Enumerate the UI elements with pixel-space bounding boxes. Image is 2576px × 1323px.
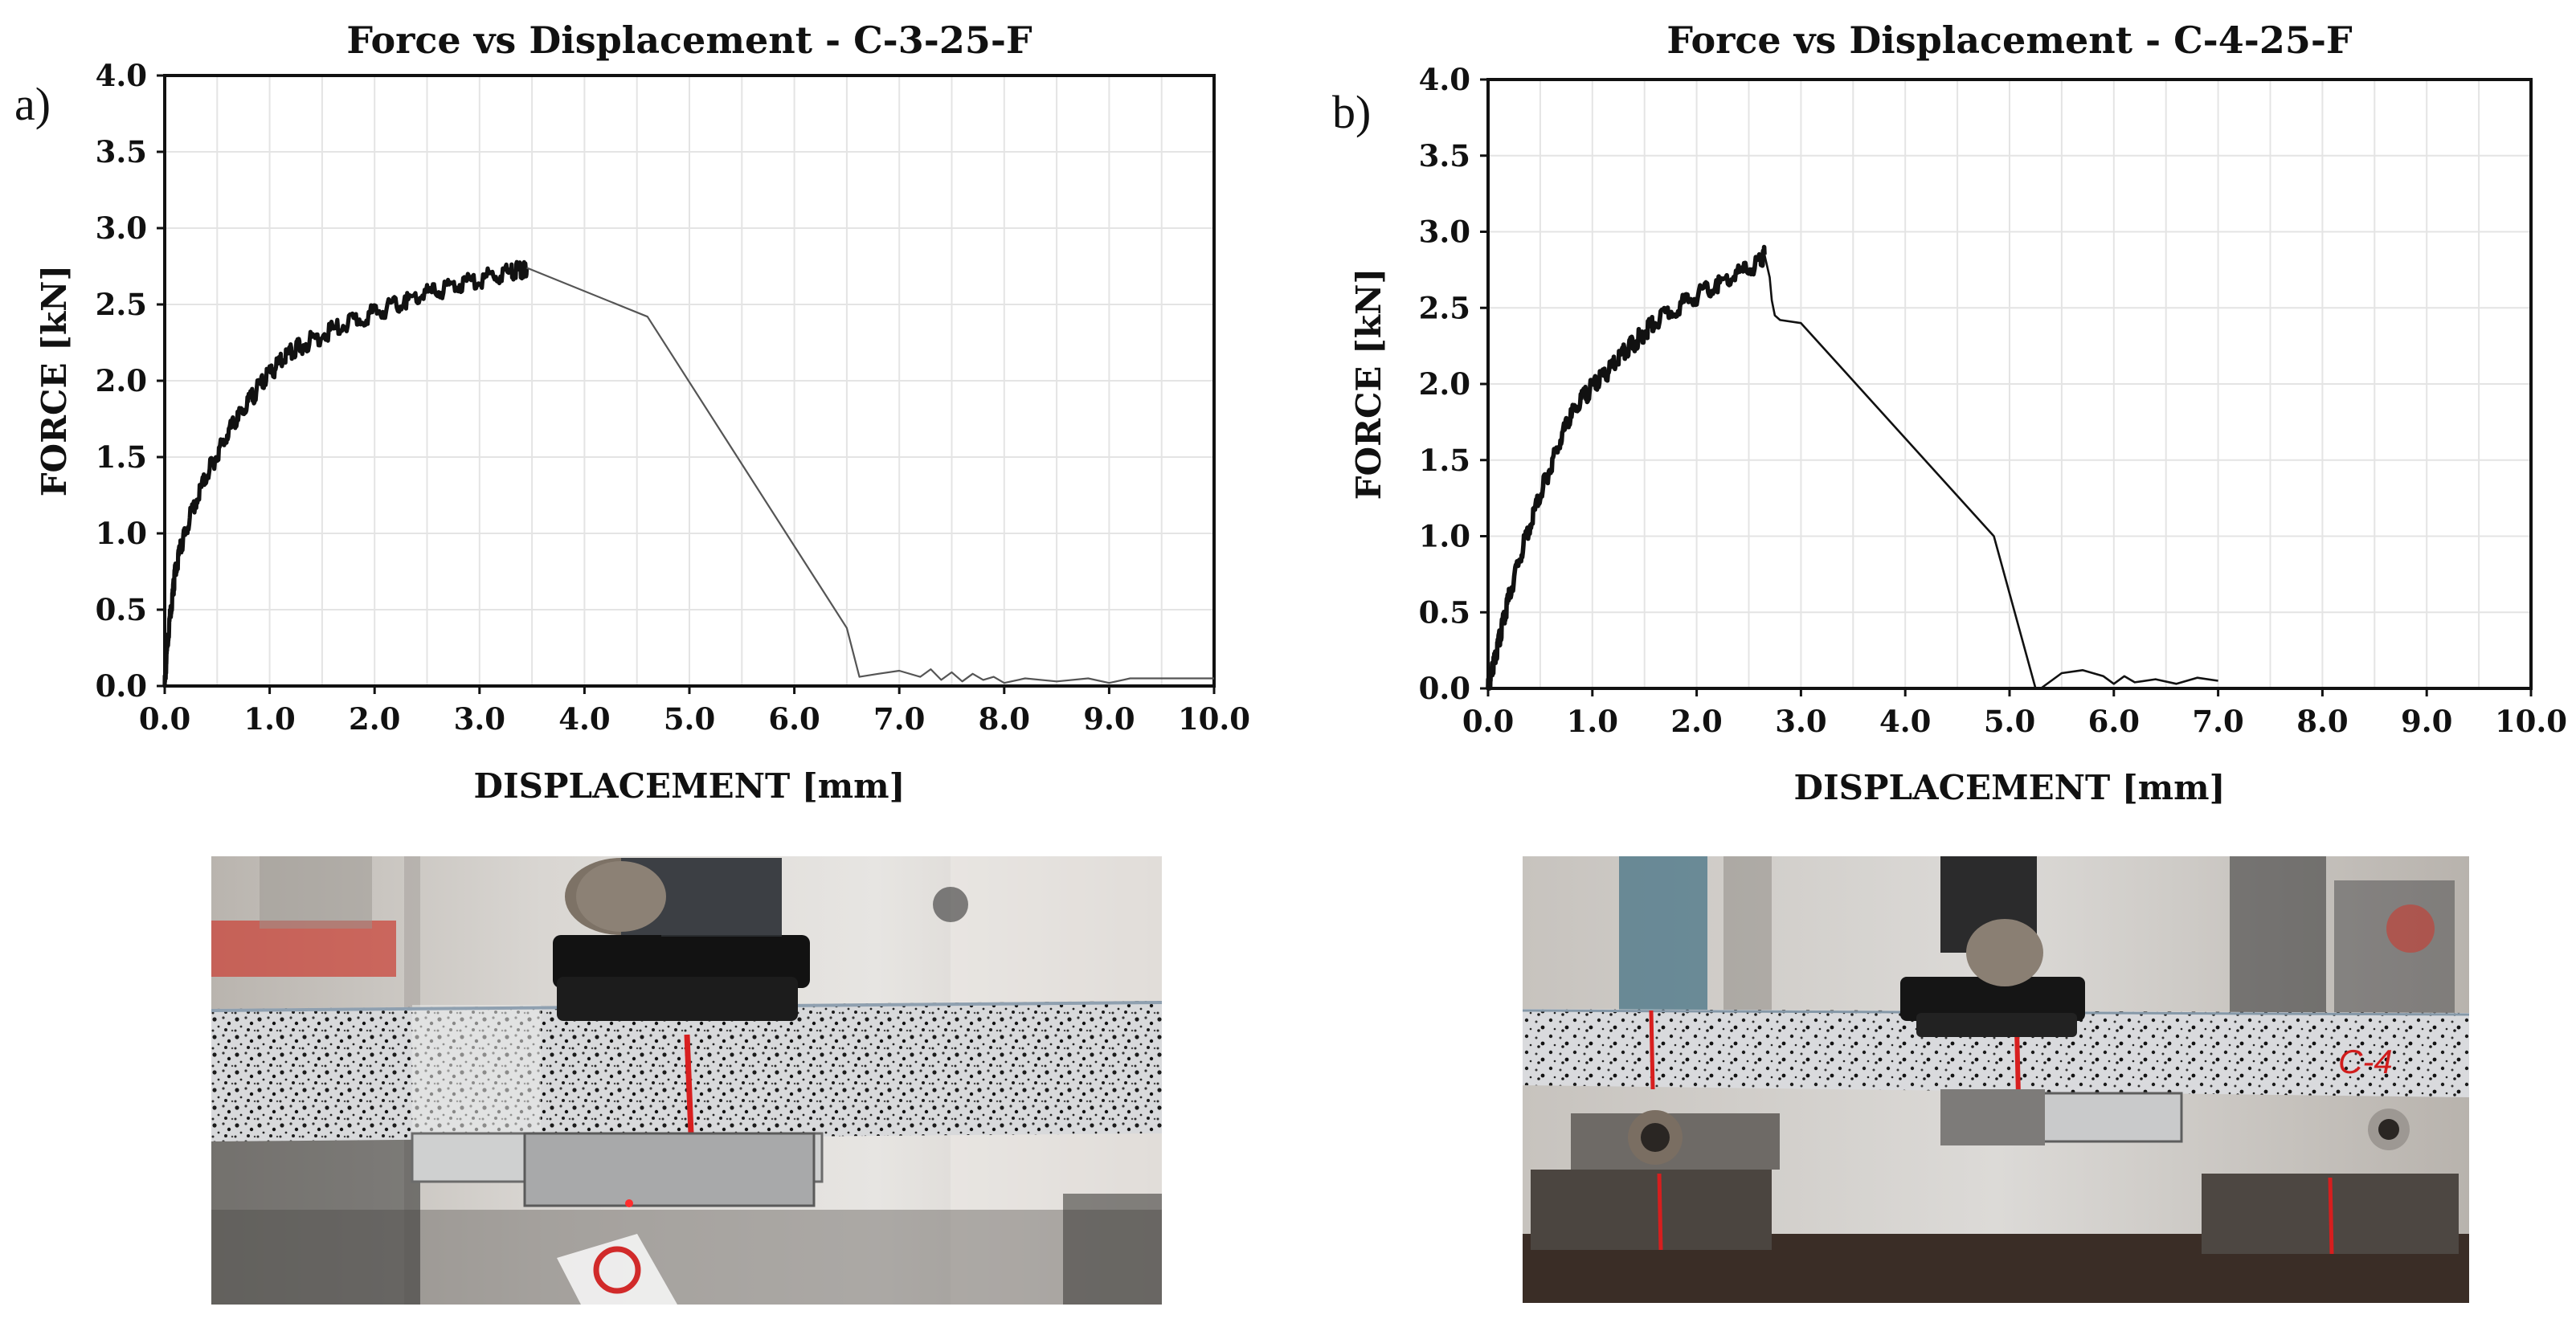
y-tick-label: 3.0 <box>96 210 147 246</box>
x-tick-label: 4.0 <box>558 701 610 737</box>
y-tick-label: 1.5 <box>96 439 147 475</box>
x-tick-label: 8.0 <box>2296 704 2348 739</box>
test-photo-a <box>211 856 1162 1305</box>
y-tick-label: 1.0 <box>96 516 147 551</box>
x-tick-label: 0.0 <box>139 701 190 737</box>
y-tick-label: 1.0 <box>1419 519 1470 554</box>
series-line-post-peak <box>1763 254 2218 690</box>
chart-title: Force vs Displacement - C-3-25-F <box>346 18 1032 62</box>
specimen-marker: C-4 <box>2338 1043 2393 1080</box>
y-axis-label: FORCE [kN] <box>35 265 74 497</box>
y-tick-label: 0.5 <box>1419 594 1470 630</box>
x-tick-label: 4.0 <box>1879 704 1931 739</box>
x-tick-label: 8.0 <box>979 701 1030 737</box>
x-tick-label: 3.0 <box>1775 704 1826 739</box>
y-tick-label: 2.5 <box>96 287 147 322</box>
y-tick-label: 1.5 <box>1419 443 1470 478</box>
y-tick-label: 3.5 <box>96 134 147 169</box>
chart-b: 0.0 1.0 2.0 3.0 4.0 5.0 6.0 7.0 8.0 9.0 10.0 0.0 0.5… <box>1349 18 2567 807</box>
y-tick-label: 2.0 <box>96 363 147 398</box>
test-photo-b: C-4 <box>1523 856 2469 1303</box>
panel-label-b: b) <box>1332 86 1372 138</box>
y-axis-label: FORCE [kN] <box>1349 268 1388 500</box>
x-tick-label: 2.0 <box>349 701 400 737</box>
y-tick-label: 0.0 <box>96 668 147 704</box>
x-tick-label: 6.0 <box>2088 704 2140 739</box>
x-tick-label: 9.0 <box>1083 701 1135 737</box>
x-tick-label: 1.0 <box>1567 704 1618 739</box>
x-axis-label: DISPLACEMENT [mm] <box>1794 768 2226 807</box>
panel-label-a: a) <box>14 78 51 130</box>
x-tick-label: 5.0 <box>664 701 715 737</box>
x-tick-label: 2.0 <box>1670 704 1722 739</box>
series-line-post-peak <box>526 267 1214 684</box>
y-tick-label: 0.0 <box>1419 671 1470 706</box>
y-tick-label: 4.0 <box>96 58 147 93</box>
x-tick-label: 0.0 <box>1462 704 1514 739</box>
y-tick-label: 2.0 <box>1419 366 1470 402</box>
y-tick-label: 4.0 <box>1419 62 1470 97</box>
x-tick-label: 10.0 <box>2495 704 2567 739</box>
series-line-loading <box>162 259 530 687</box>
x-tick-label: 3.0 <box>454 701 505 737</box>
y-tick-label: 2.5 <box>1419 290 1470 325</box>
x-tick-label: 5.0 <box>1984 704 2035 739</box>
x-tick-label: 1.0 <box>243 701 295 737</box>
x-axis-label: DISPLACEMENT [mm] <box>474 766 906 806</box>
y-tick-label: 3.5 <box>1419 138 1470 174</box>
x-tick-label: 7.0 <box>2192 704 2243 739</box>
y-tick-label: 3.0 <box>1419 214 1470 250</box>
x-tick-label: 6.0 <box>768 701 820 737</box>
chart-a: 0.0 1.0 2.0 3.0 4.0 5.0 6.0 7.0 8.0 9.0 10.0 0.0 0.5… <box>35 18 1250 806</box>
y-tick-label: 0.5 <box>96 592 147 627</box>
x-tick-label: 9.0 <box>2401 704 2452 739</box>
chart-title: Force vs Displacement - C-4-25-F <box>1666 18 2353 62</box>
x-tick-label: 7.0 <box>873 701 925 737</box>
series-line-loading <box>1486 244 1767 691</box>
x-tick-label: 10.0 <box>1178 701 1250 737</box>
